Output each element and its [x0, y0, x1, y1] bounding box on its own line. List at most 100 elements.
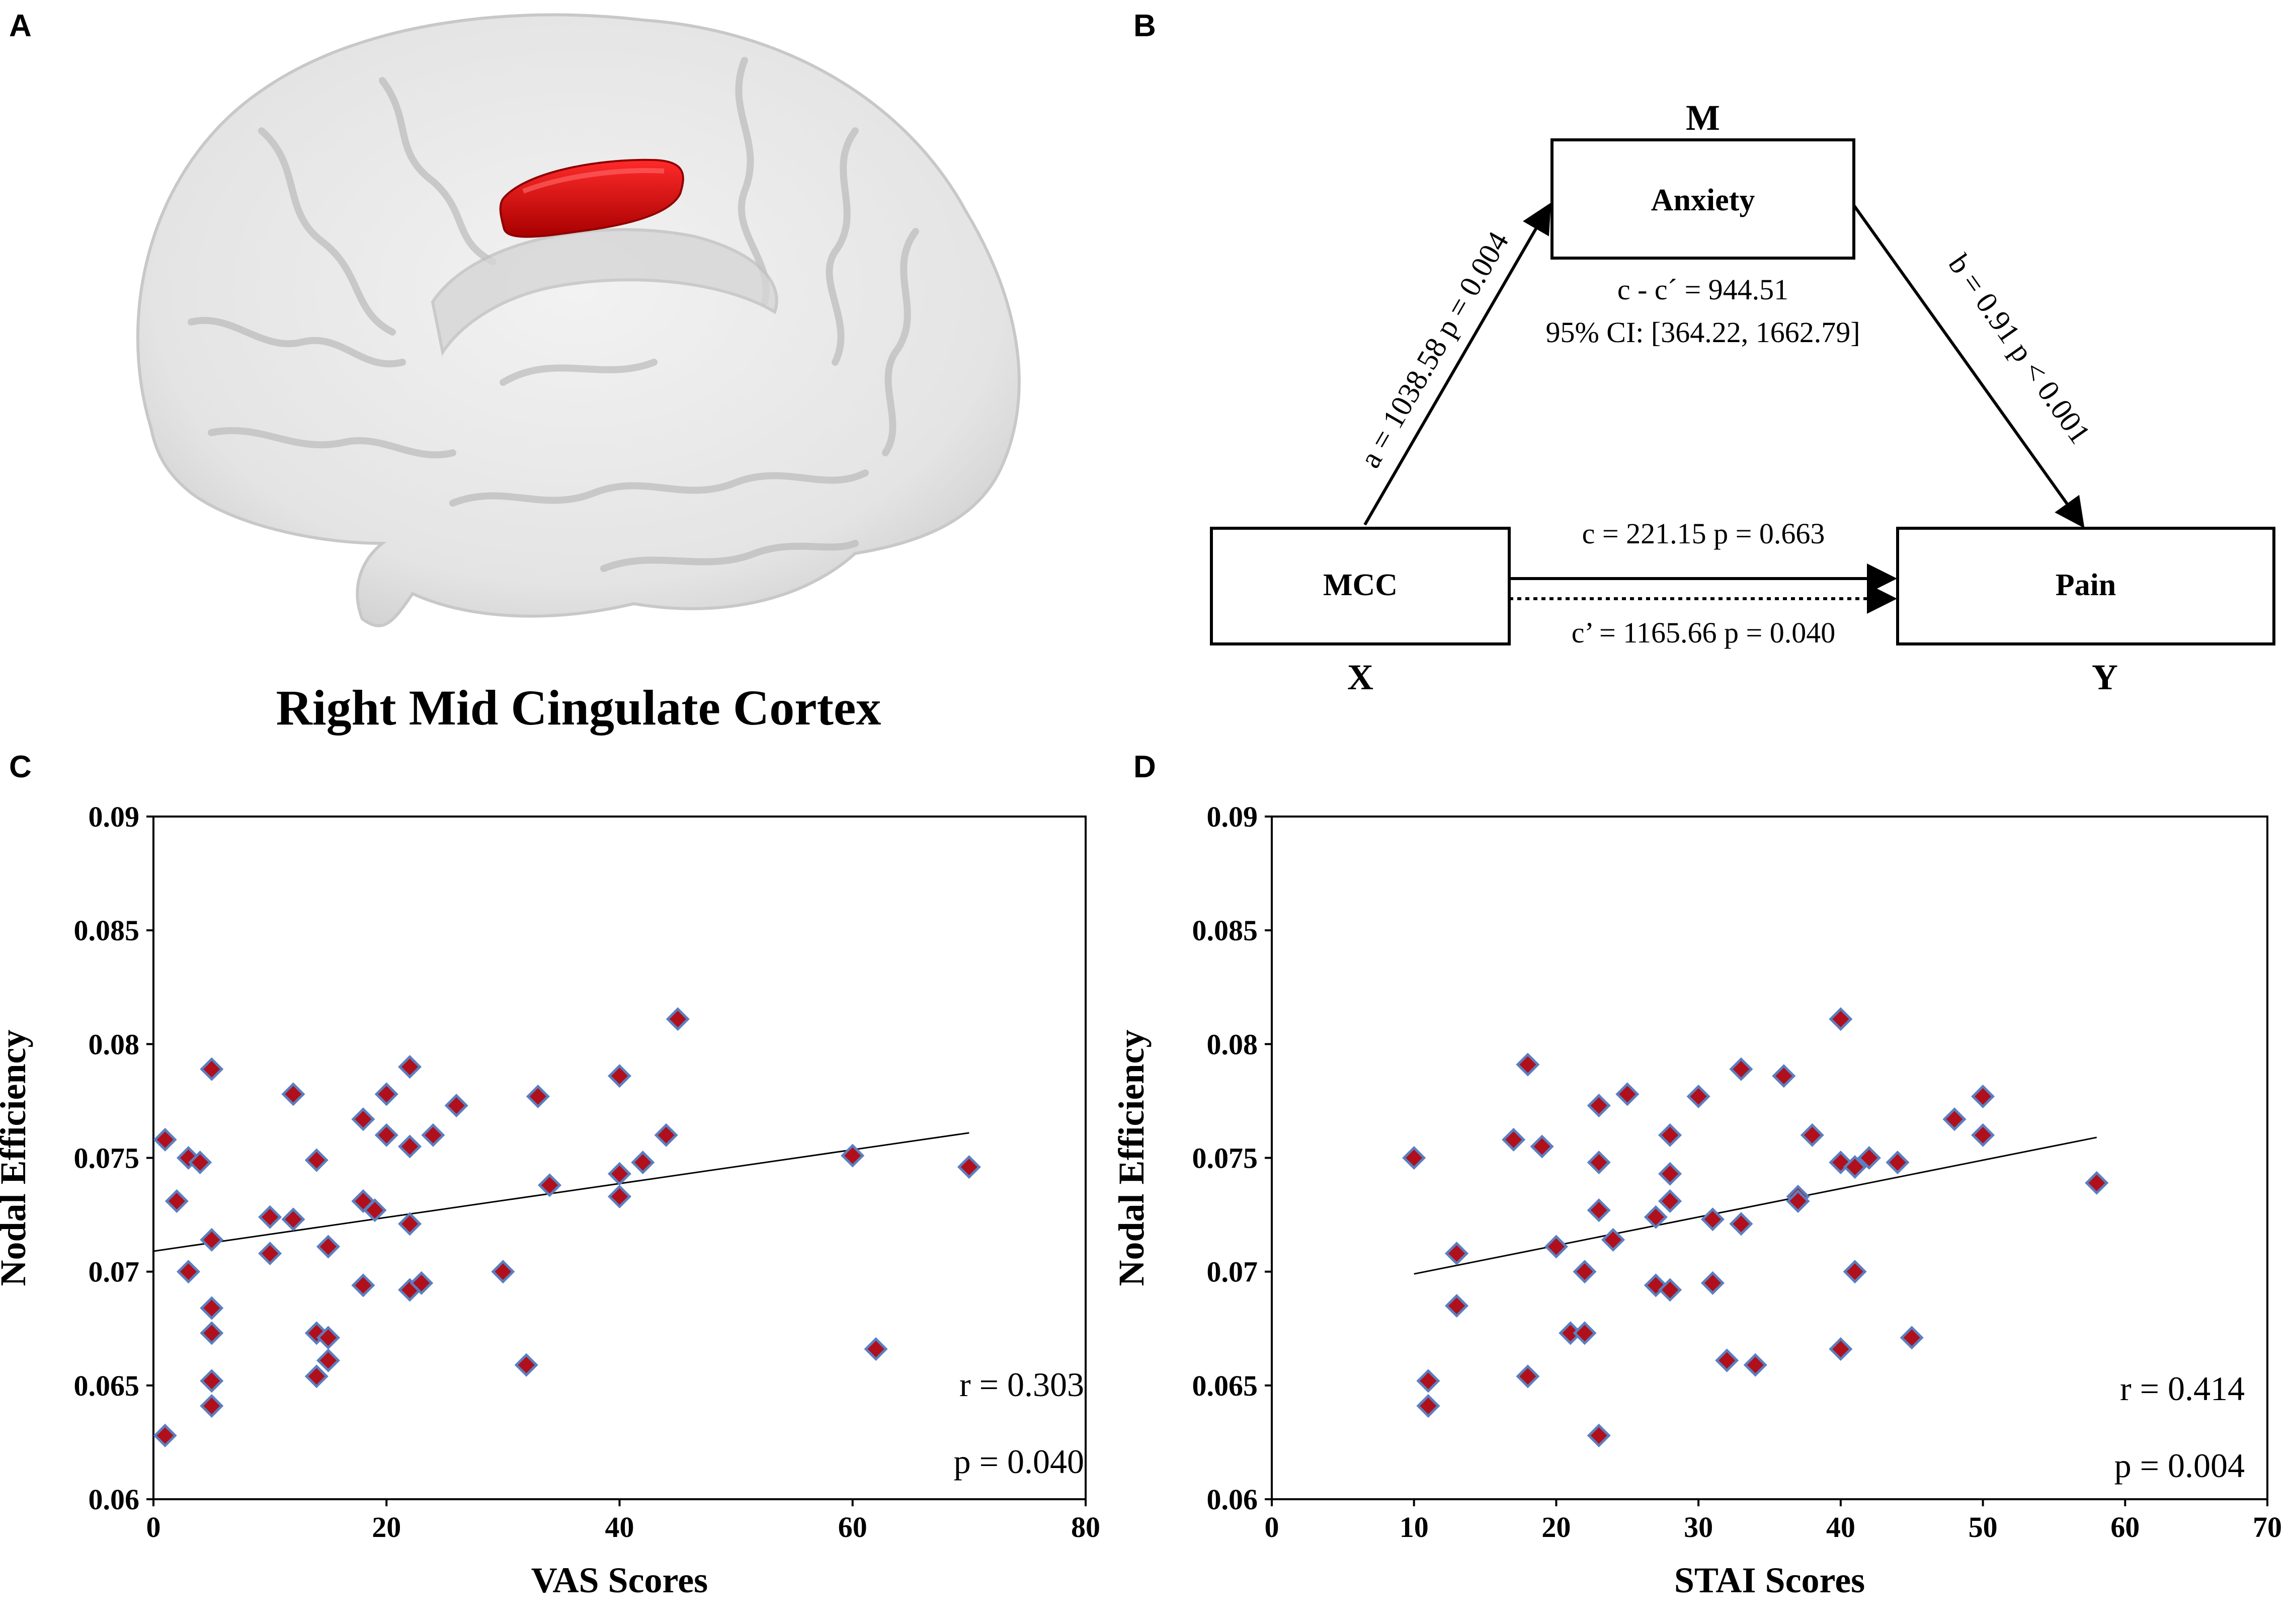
chart-d-data-point — [1573, 1260, 1597, 1284]
chart-c-data-point — [841, 1144, 865, 1168]
chart-c-data-point — [666, 1007, 690, 1031]
path-a-arrow — [1363, 202, 1551, 526]
chart-c-data-point — [363, 1198, 387, 1223]
pain-box — [1896, 527, 2275, 645]
chart-c-y-axis-label: Nodal Efficiency — [0, 1030, 33, 1286]
chart-c-data-point — [200, 1057, 224, 1081]
chart-c-data-point — [864, 1337, 888, 1361]
chart-d-x-axis-label: STAI Scores — [1674, 1560, 1865, 1600]
chart-d-data-point — [1715, 1348, 1739, 1372]
chart-d-data-point — [1843, 1155, 1867, 1179]
chart-c-data-point — [398, 1055, 422, 1079]
chart-d-data-point — [1942, 1107, 1967, 1131]
chart-c-data-point — [258, 1241, 282, 1266]
chart-d-data-point — [1587, 1093, 1611, 1117]
chart-d-data-point — [1658, 1162, 1682, 1186]
chart-d-data-point — [1444, 1241, 1469, 1266]
chart-c-data-point — [200, 1369, 224, 1393]
chart-c-y-tick-label: 0.08 — [89, 1028, 140, 1061]
chart-c-data-point — [526, 1084, 550, 1108]
chart-c-data-point — [654, 1123, 678, 1147]
chart-d-y-tick-label: 0.065 — [1192, 1369, 1258, 1402]
chart-d-data-point — [1743, 1353, 1767, 1377]
x-label: X — [1347, 657, 1373, 697]
chart-c-p-value: p = 0.040 — [954, 1442, 1084, 1481]
chart-d-data-point — [1644, 1205, 1668, 1229]
chart-c-data-point — [200, 1296, 224, 1320]
chart-c-data-point — [398, 1212, 422, 1236]
chart-c-data-point — [165, 1189, 189, 1213]
chart-c-r-value: r = 0.303 — [959, 1365, 1084, 1404]
chart-d-data-point — [1729, 1212, 1753, 1236]
panel-d-letter: D — [1133, 750, 1156, 784]
chart-c-y-tick-label: 0.06 — [89, 1483, 140, 1516]
chart-d-data-point — [1615, 1082, 1640, 1106]
chart-c-data-point — [514, 1353, 538, 1377]
chart-c-x-tick-label: 40 — [605, 1511, 634, 1544]
chart-c-data-point — [316, 1348, 340, 1372]
chart-d-data-point — [1644, 1273, 1668, 1297]
chart-c-data-point — [153, 1423, 177, 1447]
panel-a-letter: A — [9, 9, 32, 43]
chart-d-data-point — [1700, 1271, 1725, 1295]
chart-d: 0.06 0.065 0.07 0.075 0.08 0.085 0.09 0 10 20 30 40… — [1111, 800, 2282, 1600]
chart-d-data-point — [1516, 1052, 1540, 1077]
path-a-label: a = 1038.58 p = 0.004 — [1353, 226, 1515, 473]
chart-c-data-point — [607, 1162, 632, 1186]
chart-d-x-tick-label: 60 — [2110, 1511, 2140, 1544]
chart-d-data-point — [1502, 1127, 1526, 1152]
mediation-diagram: M Anxiety MCC Pain X Y a = 1038.58 p = 0… — [1210, 98, 2275, 697]
chart-d-data-point — [1587, 1198, 1611, 1223]
chart-c-data-point — [200, 1394, 224, 1418]
chart-c-y-tick-label: 0.075 — [74, 1142, 140, 1175]
chart-c: 0.06 0.065 0.07 0.075 0.08 0.085 0.09 0 20 40 60 80… — [0, 800, 1100, 1600]
chart-d-data-point — [1700, 1207, 1725, 1232]
confidence-interval-label: 95% CI: [364.22, 1662.79] — [1545, 316, 1860, 349]
chart-d-r-value: r = 0.414 — [2120, 1369, 2245, 1408]
chart-c-x-tick-label: 80 — [1071, 1511, 1100, 1544]
chart-c-data-point — [304, 1321, 329, 1345]
chart-c-data-point — [537, 1173, 562, 1197]
mcc-box — [1210, 527, 1511, 645]
chart-d-data-point — [1601, 1228, 1625, 1252]
pain-box-label: Pain — [2056, 568, 2116, 602]
chart-d-data-point — [1444, 1293, 1469, 1318]
chart-c-data-point — [421, 1123, 445, 1147]
chart-d-data-point — [1658, 1278, 1682, 1302]
chart-d-x-tick-label: 50 — [1969, 1511, 1998, 1544]
panel-c-letter: C — [9, 750, 32, 784]
chart-c-y-tick-label: 0.09 — [89, 800, 140, 833]
mcc-box-label: MCC — [1323, 568, 1398, 602]
chart-d-data-point — [1402, 1146, 1426, 1170]
chart-d-data-point — [1772, 1064, 1796, 1088]
chart-c-data-point — [304, 1148, 329, 1172]
chart-d-data-point — [1658, 1123, 1682, 1147]
chart-d-data-point — [1573, 1321, 1597, 1345]
chart-c-data-point — [316, 1326, 340, 1350]
chart-c-data-point — [398, 1134, 422, 1159]
mediator-label: M — [1686, 98, 1720, 138]
chart-c-x-tick-label: 20 — [372, 1511, 401, 1544]
chart-d-data-point — [1843, 1260, 1867, 1284]
chart-d-data-point — [1786, 1189, 1810, 1213]
chart-d-x-tick-label: 70 — [2253, 1511, 2282, 1544]
panel-a-caption: Right Mid Cingulate Cortex — [276, 680, 881, 736]
chart-d-y-tick-label: 0.07 — [1207, 1256, 1258, 1288]
roi-mid-cingulate — [499, 158, 684, 238]
chart-d-x-tick-label: 40 — [1826, 1511, 1855, 1544]
chart-c-data-point — [200, 1321, 224, 1345]
chart-c-y-tick-label: 0.065 — [74, 1369, 140, 1402]
chart-d-data-point — [1658, 1189, 1682, 1213]
chart-d-x-tick-label: 0 — [1265, 1511, 1279, 1544]
chart-c-data-point — [304, 1364, 329, 1389]
path-c-label: c = 221.15 p = 0.663 — [1582, 517, 1825, 550]
chart-c-x-tick-label: 60 — [838, 1511, 867, 1544]
chart-d-x-tick-label: 10 — [1400, 1511, 1429, 1544]
chart-d-x-tick-label: 30 — [1684, 1511, 1713, 1544]
panel-b-letter: B — [1133, 9, 1156, 43]
chart-c-y-tick-label: 0.085 — [74, 914, 140, 947]
chart-d-data-point — [1516, 1364, 1540, 1389]
chart-c-data-point — [316, 1235, 340, 1259]
chart-c-plot-area — [152, 816, 1087, 1500]
chart-c-data-point — [607, 1184, 632, 1208]
